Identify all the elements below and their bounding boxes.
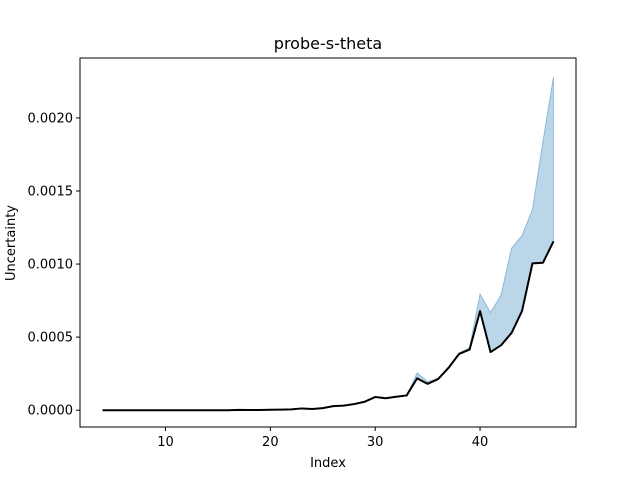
x-tick-label: 40: [472, 435, 489, 450]
data-point: [123, 409, 125, 411]
x-tick-label: 20: [262, 435, 279, 450]
y-tick-label: 0.0020: [28, 111, 74, 126]
data-point: [165, 409, 167, 411]
data-point: [500, 345, 502, 347]
data-point: [133, 409, 135, 411]
series-line: [102, 240, 555, 412]
data-point: [311, 408, 313, 410]
data-point: [374, 396, 376, 398]
data-point: [291, 409, 293, 411]
y-axis-label: Uncertainty: [4, 205, 19, 281]
data-point: [144, 409, 146, 411]
data-point: [511, 332, 513, 334]
data-point: [301, 408, 303, 410]
data-point: [479, 310, 481, 312]
data-point: [490, 351, 492, 353]
data-point: [196, 409, 198, 411]
data-point: [112, 409, 114, 411]
data-point: [332, 405, 334, 407]
data-point: [385, 397, 387, 399]
chart-title: probe-s-theta: [274, 34, 382, 53]
x-axis-label: Index: [310, 456, 346, 471]
data-point: [469, 349, 471, 351]
data-point: [207, 409, 209, 411]
y-tick-label: 0.0010: [28, 258, 74, 273]
x-tick-label: 30: [367, 435, 384, 450]
data-point: [416, 378, 418, 380]
data-point: [448, 367, 450, 369]
y-tick-label: 0.0015: [28, 184, 74, 199]
data-point: [364, 401, 366, 403]
data-point: [322, 407, 324, 409]
data-point: [353, 403, 355, 405]
data-point: [532, 263, 534, 265]
plot-frame: [79, 57, 577, 428]
data-point: [186, 409, 188, 411]
data-point: [154, 409, 156, 411]
y-tick-label: 0.0000: [28, 404, 74, 419]
data-point: [217, 409, 219, 411]
data-point: [521, 310, 523, 312]
y-tick-label: 0.0005: [28, 331, 74, 346]
data-point: [238, 409, 240, 411]
y-axis: 0.0000 0.0005 0.0010 0.0015 0.0020: [28, 111, 80, 419]
data-point: [343, 405, 345, 407]
data-point: [427, 383, 429, 385]
series-line-layer: [102, 240, 555, 412]
data-point: [437, 378, 439, 380]
data-point: [259, 409, 261, 411]
data-point: [249, 409, 251, 411]
data-point: [270, 409, 272, 411]
data-point: [228, 409, 230, 411]
data-point: [175, 409, 177, 411]
data-point: [406, 395, 408, 397]
data-point: [553, 241, 555, 243]
data-point: [458, 353, 460, 355]
data-point: [542, 262, 544, 264]
data-point: [395, 396, 397, 398]
x-axis: 10 20 30 40: [157, 427, 488, 450]
data-point: [280, 409, 282, 411]
data-point: [102, 409, 104, 411]
x-tick-label: 10: [157, 435, 174, 450]
